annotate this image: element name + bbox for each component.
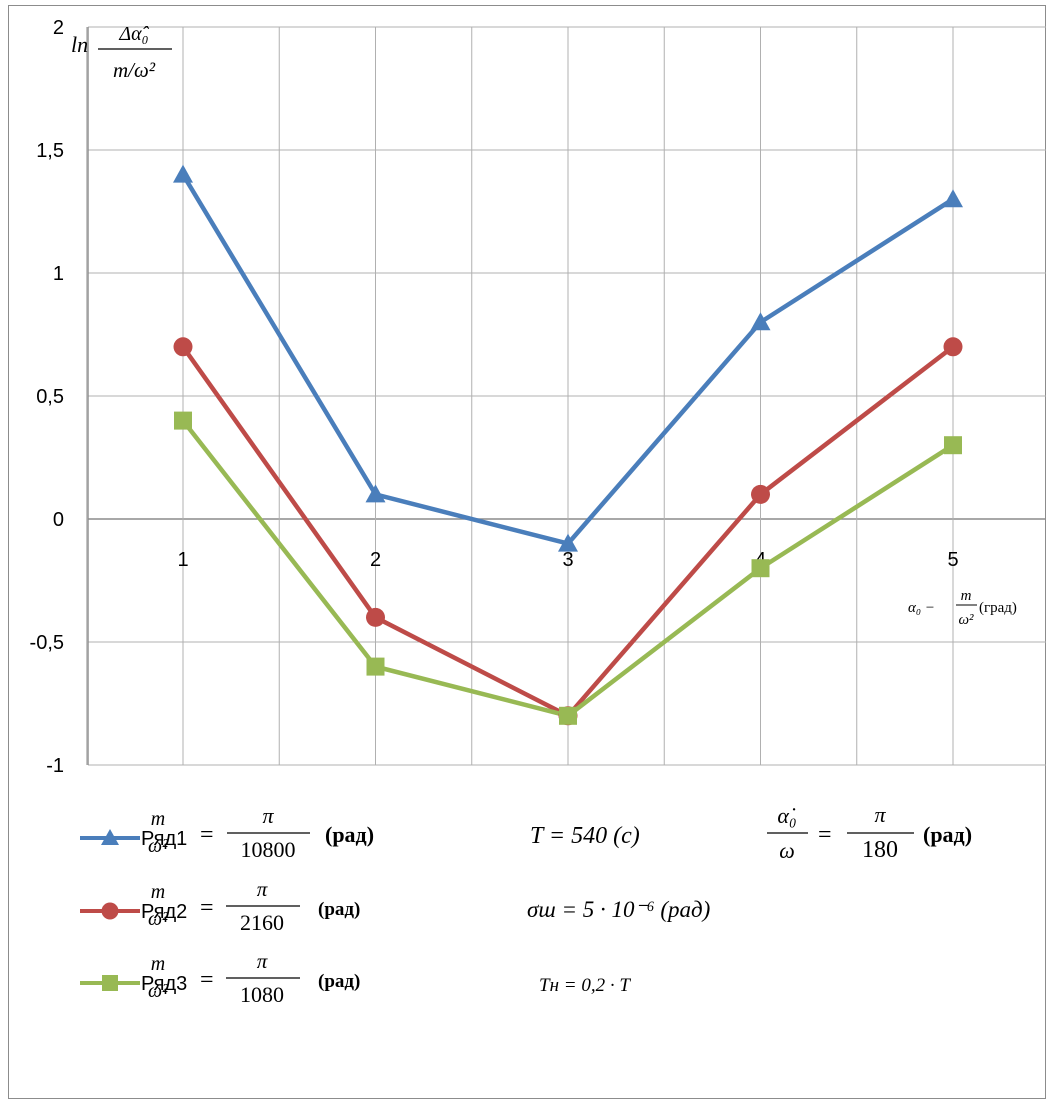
annotation-period: T = 540 (c)	[530, 823, 640, 849]
annotation-rate-den: ω	[779, 838, 795, 863]
y-tick-labels: -1 -0,5 0 0,5 1 1,5 2	[30, 17, 64, 777]
data-point-series-2	[366, 607, 385, 627]
legend-formula-eq: =	[200, 822, 214, 848]
y-tick-label: 1,5	[36, 140, 64, 162]
legend-item-series-3: m ω² Ряд3 = π 1080 (рад)	[80, 949, 360, 1007]
legend-formula-fnum: π	[257, 877, 268, 901]
data-point-series-3	[174, 411, 192, 430]
y-tick-label: 1	[53, 263, 64, 285]
legend-formula-num: m	[151, 881, 165, 903]
annotation-sigma: σш = 5 · 10⁻⁶ (рад)	[527, 897, 710, 922]
legend-formula-fnum: π	[257, 949, 268, 973]
annotation-rate-num: α̇₀	[777, 803, 796, 828]
data-point-series-1	[365, 484, 386, 503]
legend-formula-den: ω²	[148, 980, 169, 1002]
legend-label-series-2: Ряд2	[141, 901, 187, 923]
y-axis-label: ln Δα̂₀ m/ω²	[71, 23, 172, 82]
annotation-rate-unit: (рад)	[923, 822, 972, 847]
data-point-series-3	[751, 559, 770, 578]
annotation-tn: Tн = 0,2 · T	[539, 975, 631, 996]
data-point-series-3	[559, 706, 577, 725]
legend-label-series-3: Ряд3	[141, 973, 187, 995]
legend-label-series-1: Ряд1	[141, 828, 187, 850]
legend-formula-den: ω²	[148, 835, 169, 857]
x-tick-label: 3	[562, 549, 573, 571]
triangle-marker-icon	[101, 829, 119, 845]
x-tick-label: 2	[370, 549, 381, 571]
data-point-series-2	[943, 337, 963, 357]
data-point-series-3	[366, 657, 385, 676]
legend: m ω² Ряд1 = π 10800 (рад) m ω² Ряд2 = π …	[80, 803, 374, 1007]
y-tick-label: -1	[46, 755, 64, 777]
data-point-series-2	[751, 484, 770, 504]
x-tick-label: 1	[177, 549, 188, 571]
annotation-rate-fnum: π	[874, 802, 886, 827]
x-axis-label-denominator: ω²	[958, 612, 974, 628]
legend-item-series-1: m ω² Ряд1 = π 10800 (рад)	[80, 803, 374, 862]
x-tick-label: 5	[947, 549, 958, 571]
square-marker-icon	[102, 975, 118, 991]
annotation-rate-fden: 180	[862, 837, 898, 863]
data-point-series-3	[944, 436, 962, 455]
x-axis-label-numerator: m	[961, 588, 972, 604]
legend-formula-fnum: π	[262, 803, 274, 828]
x-axis-label: α₀ − m ω² (град)	[908, 588, 1017, 628]
x-axis-label-lhs: α₀ −	[908, 600, 935, 616]
legend-item-series-2: m ω² Ряд2 = π 2160 (рад)	[80, 877, 360, 935]
legend-formula-eq: =	[200, 967, 214, 993]
y-axis-label-prefix: ln	[71, 32, 88, 57]
circle-marker-icon	[101, 902, 119, 920]
data-point-series-1	[750, 312, 771, 331]
legend-formula-unit: (рад)	[318, 899, 360, 920]
y-tick-label: 0,5	[36, 386, 64, 408]
legend-formula-num: m	[151, 808, 165, 830]
grid-lines	[86, 26, 1046, 766]
y-axis-label-numerator: Δα̂₀	[118, 23, 149, 45]
legend-formula-eq: =	[200, 895, 214, 921]
y-tick-label: 0	[53, 509, 64, 531]
y-axis-label-denominator: m/ω²	[113, 58, 156, 82]
data-point-series-1	[558, 533, 578, 552]
annotations: T = 540 (c) α̇₀ ω = π 180 (рад) σш = 5 ·…	[527, 802, 972, 996]
legend-formula-unit: (рад)	[325, 822, 374, 847]
series-markers	[173, 164, 963, 726]
legend-formula-den: ω²	[148, 908, 169, 930]
annotation-rate-eq: =	[818, 822, 832, 848]
y-tick-label: -0,5	[30, 632, 64, 654]
data-point-series-1	[943, 189, 963, 208]
data-point-series-1	[173, 164, 193, 183]
legend-formula-unit: (рад)	[318, 971, 360, 992]
legend-formula-fden: 10800	[241, 837, 296, 862]
legend-formula-num: m	[151, 953, 165, 975]
legend-formula-fden: 2160	[240, 910, 284, 935]
chart-area	[8, 5, 1046, 1099]
x-axis-label-unit: (град)	[979, 600, 1017, 616]
legend-formula-fden: 1080	[240, 982, 284, 1007]
data-point-series-2	[173, 337, 193, 357]
y-tick-label: 2	[53, 17, 64, 39]
